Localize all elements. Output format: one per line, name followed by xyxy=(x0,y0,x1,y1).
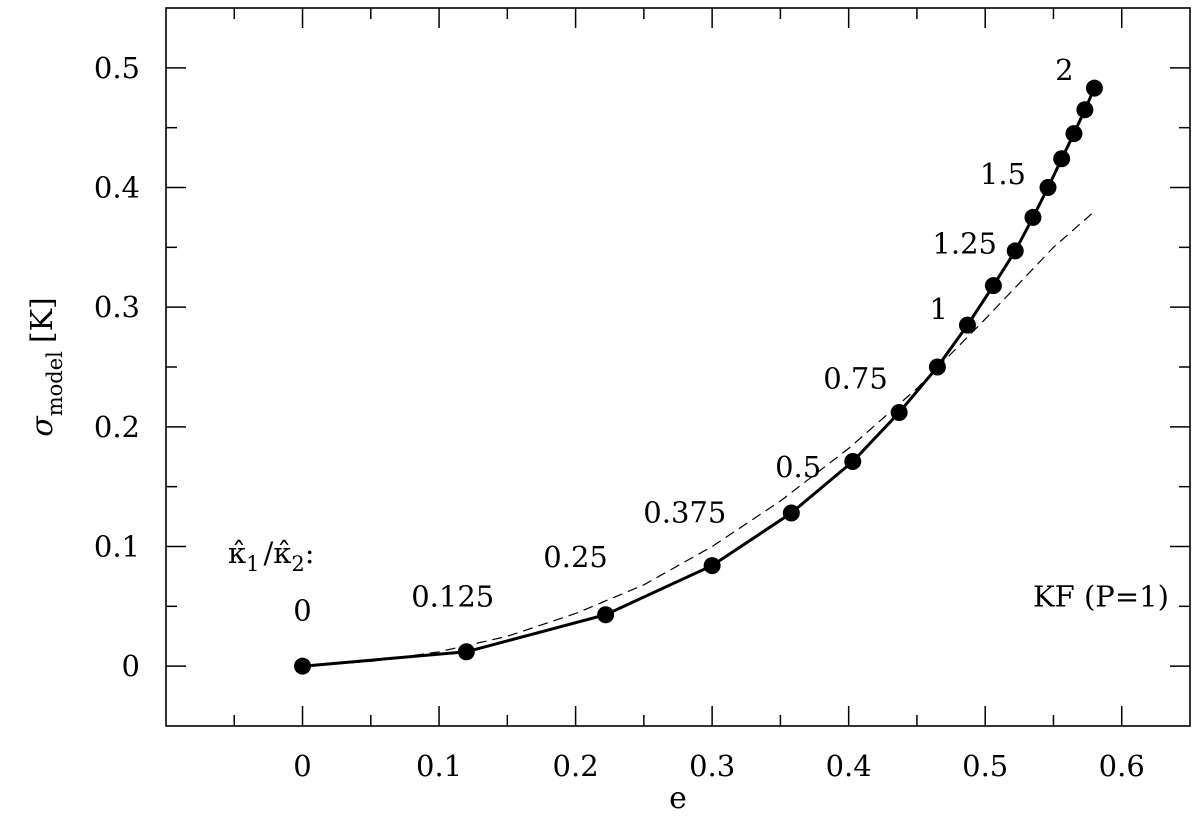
y-tick-label: 0.5 xyxy=(94,51,140,85)
point-label: 0.25 xyxy=(543,540,608,574)
x-tick-label: 0 xyxy=(293,749,311,783)
data-point xyxy=(1065,125,1083,143)
x-axis-title: e xyxy=(669,781,687,816)
data-point xyxy=(782,504,800,522)
y-axis-symbol: σ xyxy=(25,415,60,437)
y-tick-label: 0.1 xyxy=(94,530,140,564)
point-labels: 0 0.125 0.25 0.375 0.5 0.75 1 1.25 1.5 2 xyxy=(293,53,1073,628)
point-label: 0.125 xyxy=(411,579,494,613)
point-label: 0 xyxy=(293,594,311,628)
y-axis-unit: [K] xyxy=(25,297,60,343)
data-point xyxy=(294,657,312,675)
x-tick-label: 0.1 xyxy=(416,749,462,783)
kappa-1-subscript: 1 xyxy=(246,552,259,576)
axis-ticks xyxy=(166,8,1190,726)
data-point xyxy=(844,453,862,471)
legend-header-slash: / xyxy=(264,536,274,570)
model-annotation: KF (P=1) xyxy=(1033,579,1169,613)
x-tick-label: 0.6 xyxy=(1099,749,1145,783)
point-label: 0.5 xyxy=(775,450,821,484)
data-markers xyxy=(294,79,1103,675)
data-point xyxy=(1085,79,1103,97)
y-axis-title: σmodel [K] xyxy=(25,297,67,436)
data-point xyxy=(928,358,946,376)
x-tick-label: 0.4 xyxy=(826,749,872,783)
point-label: 0.375 xyxy=(643,496,726,530)
data-point xyxy=(984,277,1002,295)
y-tick-label: 0.3 xyxy=(94,290,140,324)
point-label: 2 xyxy=(1055,53,1073,87)
data-point xyxy=(958,316,976,334)
axis-tick-labels: 0 0.1 0.2 0.3 0.4 0.5 0.6 0 0.1 0.2 0.3 0.4 0.5 xyxy=(94,51,1145,783)
point-label: 1 xyxy=(930,292,948,326)
point-label: 0.75 xyxy=(823,362,888,396)
data-point xyxy=(1053,150,1071,168)
point-label: 1.25 xyxy=(932,226,997,260)
y-tick-label: 0 xyxy=(122,649,140,683)
plot-frame xyxy=(165,7,1191,727)
y-axis-subscript: model xyxy=(43,351,67,416)
data-point xyxy=(1039,179,1057,196)
y-tick-label: 0.4 xyxy=(94,171,140,205)
legend-header: κ̂1/κ̂2: xyxy=(228,536,315,576)
data-point xyxy=(597,606,615,624)
kappa-2-subscript: 2 xyxy=(291,552,304,576)
kappa-2-symbol: κ̂ xyxy=(273,536,291,570)
kappa-1-symbol: κ̂ xyxy=(228,536,246,570)
data-point xyxy=(890,403,908,421)
y-tick-label: 0.2 xyxy=(94,410,140,444)
x-tick-label: 0.2 xyxy=(553,749,599,783)
data-point xyxy=(1076,101,1094,119)
data-point xyxy=(1006,242,1024,260)
x-tick-label: 0.3 xyxy=(689,749,735,783)
data-point xyxy=(703,557,721,575)
data-point xyxy=(1024,208,1042,226)
data-point xyxy=(457,643,475,661)
svg-text:σmodel[K]: σmodel [K] xyxy=(25,297,67,436)
dashed-series-line xyxy=(302,210,1095,667)
x-tick-label: 0.5 xyxy=(962,749,1008,783)
legend-header-colon: : xyxy=(305,536,315,570)
point-label: 1.5 xyxy=(980,157,1026,191)
